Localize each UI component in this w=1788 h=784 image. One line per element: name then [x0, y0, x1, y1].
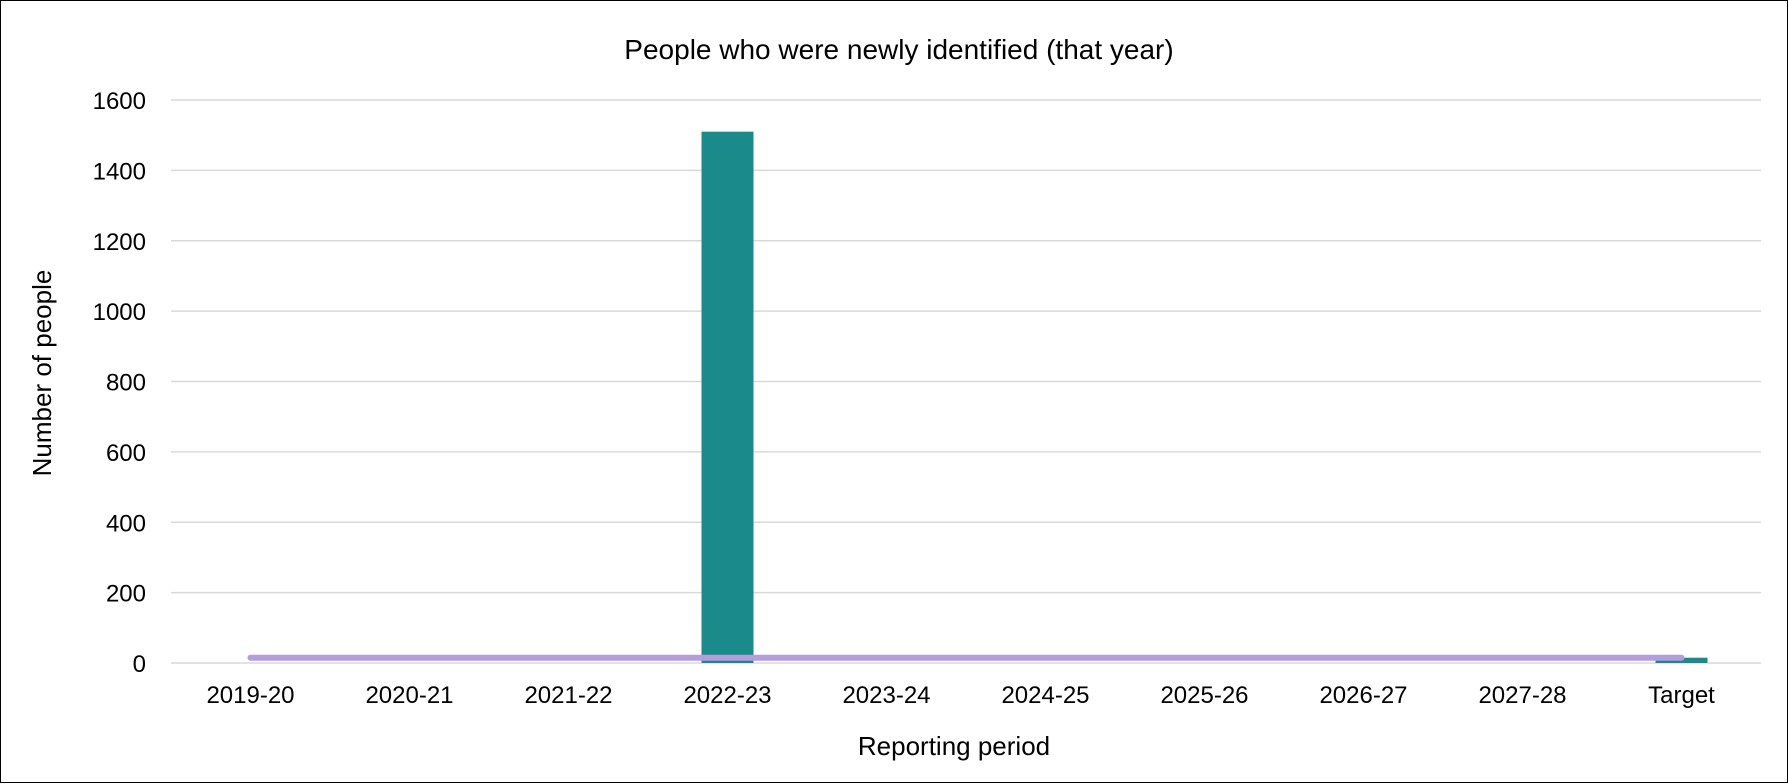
x-tick-label: 2020-21 — [365, 682, 453, 709]
x-tick-label: 2024-25 — [1001, 682, 1089, 709]
y-tick-label: 1000 — [93, 299, 146, 326]
gridlines — [171, 99, 1761, 664]
y-tick-label: 200 — [106, 581, 146, 608]
x-tick-label: 2022-23 — [683, 682, 771, 709]
x-tick-label: 2025-26 — [1160, 682, 1248, 709]
y-tick-label: 1200 — [93, 229, 146, 256]
y-tick-label: 1400 — [93, 158, 146, 185]
y-tick-label: 1600 — [93, 88, 146, 115]
x-tick-label: 2019-20 — [206, 682, 294, 709]
x-tick-label: 2026-27 — [1319, 682, 1407, 709]
x-axis-ticks: 2019-20 2020-21 2021-22 2022-23 2023-24 2024-… — [206, 682, 1715, 709]
x-tick-label: Target — [1648, 682, 1715, 709]
bar-2022-23 — [701, 131, 754, 663]
bar-series — [701, 131, 1708, 663]
x-tick-label: 2021-22 — [524, 682, 612, 709]
y-tick-label: 600 — [106, 440, 146, 467]
y-tick-label: 800 — [106, 370, 146, 397]
x-axis-label: Reporting period — [858, 731, 1050, 761]
chart-title: People who were newly identified (that y… — [624, 34, 1173, 65]
y-axis-ticks: 0 200 400 600 800 1000 1200 1400 1600 — [93, 88, 146, 678]
y-axis-label: Number of people — [27, 270, 57, 477]
y-tick-label: 400 — [106, 510, 146, 537]
x-tick-label: 2023-24 — [842, 682, 930, 709]
x-tick-label: 2027-28 — [1478, 682, 1566, 709]
y-tick-label: 0 — [133, 651, 146, 678]
